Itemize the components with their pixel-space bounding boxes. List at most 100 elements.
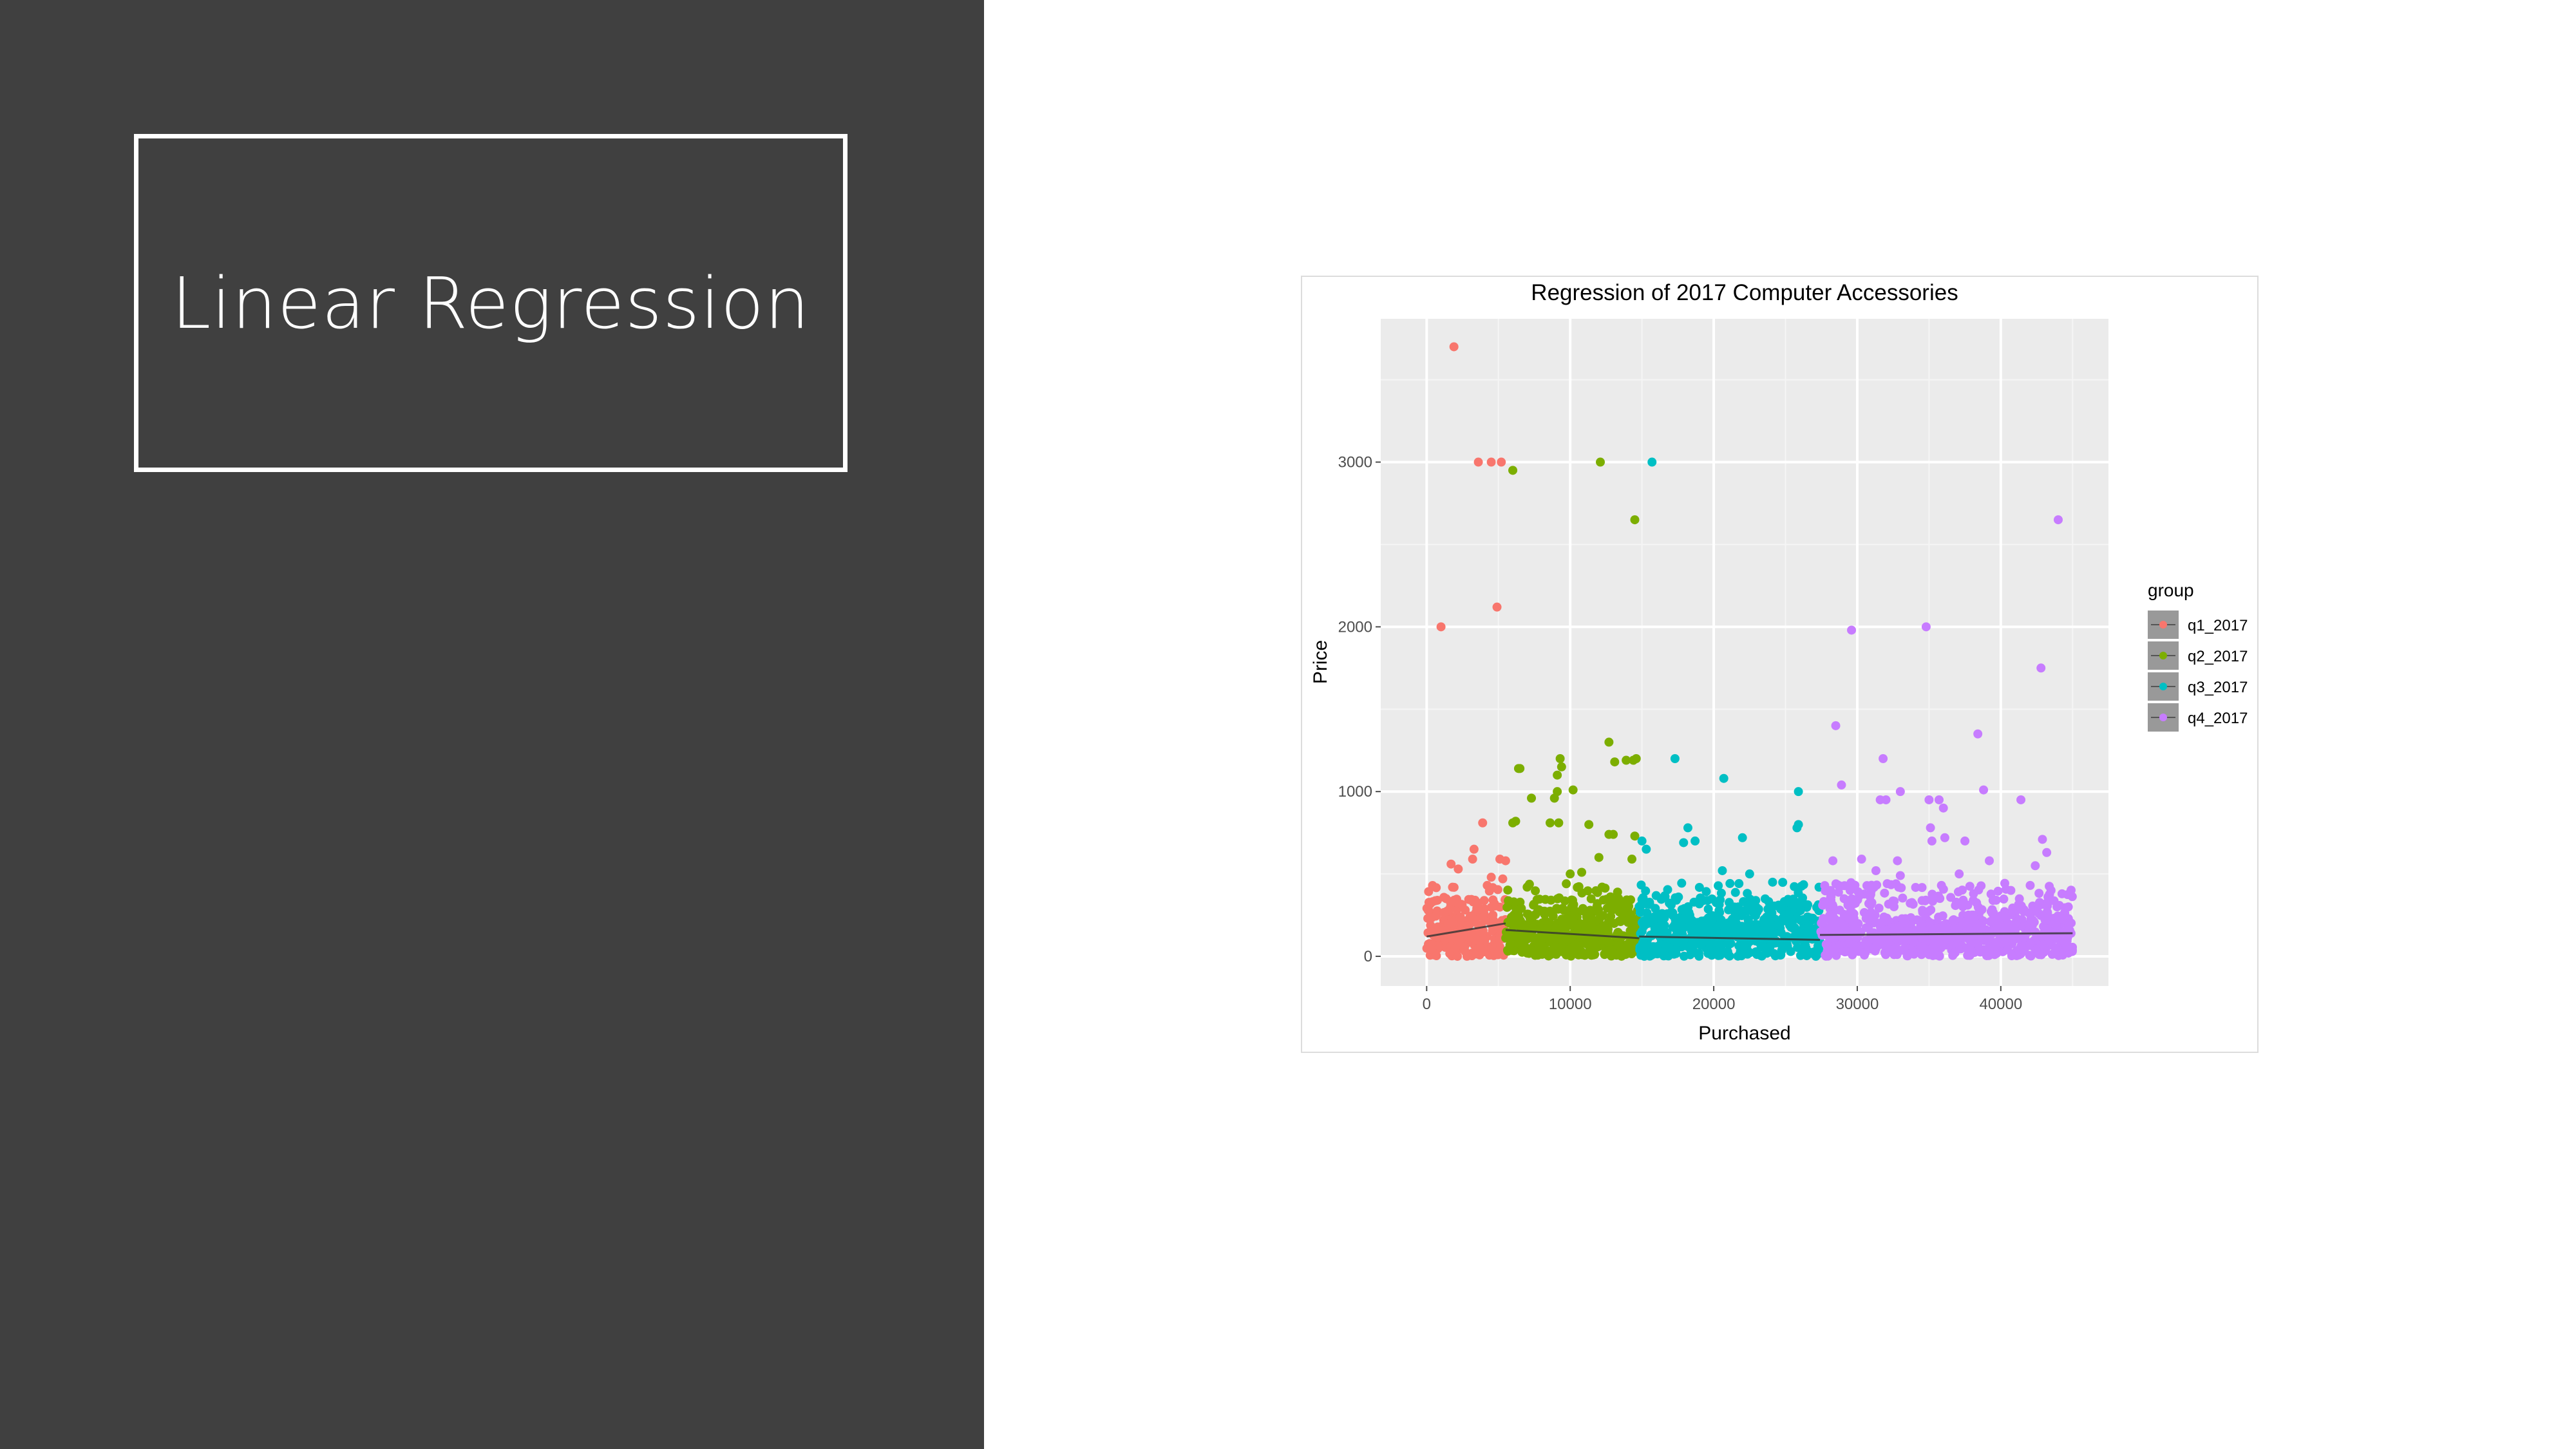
legend-item-q3_2017: q3_2017: [2148, 672, 2248, 701]
data-point: [1630, 831, 1640, 841]
data-point: [1973, 729, 1983, 739]
data-point: [1776, 904, 1786, 914]
data-point: [1616, 897, 1625, 907]
data-point: [1792, 823, 1802, 833]
data-point: [2043, 941, 2053, 951]
data-point: [1448, 933, 1458, 942]
data-point: [1501, 856, 1510, 866]
data-point: [1542, 933, 1551, 943]
chart-container: 0 10000 20000 30000 40000 0 1000 2000 3000 Regre…: [1301, 276, 2259, 1053]
data-point: [1960, 899, 1970, 909]
data-point: [1522, 882, 1532, 892]
data-point: [1716, 888, 1726, 898]
data-point: [1647, 457, 1657, 467]
data-point: [1642, 844, 1651, 854]
data-point: [2041, 915, 2051, 925]
data-point: [2034, 900, 2044, 910]
data-point: [1678, 940, 1688, 949]
data-point: [1566, 914, 1575, 924]
data-point: [1861, 947, 1870, 957]
data-point: [1694, 899, 1704, 909]
fit-line-q3_2017: [1639, 935, 1821, 941]
data-point: [1534, 905, 1544, 914]
data-point: [1484, 886, 1494, 896]
data-point: [2034, 950, 2044, 960]
data-point: [1864, 899, 1873, 909]
data-point: [1988, 896, 1998, 905]
data-point: [1479, 934, 1488, 943]
data-point: [1577, 867, 1587, 877]
data-point: [1448, 916, 1458, 926]
data-point: [1913, 915, 1923, 925]
data-point: [1715, 907, 1725, 917]
data-point: [1610, 757, 1620, 767]
data-point: [1690, 948, 1700, 958]
legend: group q1_2017 q2_2017 q3_2017 q4_2017: [2148, 580, 2248, 732]
data-point: [1574, 882, 1584, 891]
data-point: [1906, 898, 1915, 908]
legend-key-point: [2159, 652, 2167, 659]
x-tick-label: 10000: [1549, 996, 1592, 1013]
data-point: [1690, 836, 1700, 846]
data-point: [1723, 947, 1732, 956]
data-point: [1506, 913, 1516, 922]
data-point: [1764, 903, 1774, 913]
data-point: [1835, 905, 1844, 915]
data-point: [1960, 836, 1970, 846]
data-point: [1964, 934, 1973, 944]
data-point: [2061, 942, 2071, 951]
data-point: [1531, 933, 1540, 943]
data-point: [1902, 920, 1911, 929]
data-point: [1544, 918, 1553, 927]
data-point: [2016, 941, 2026, 951]
data-point: [1674, 892, 1683, 902]
data-point: [1660, 921, 1669, 931]
data-point: [1494, 922, 1504, 931]
legend-item-q1_2017: q1_2017: [2148, 611, 2248, 639]
data-point: [1925, 918, 1935, 927]
data-point: [1841, 925, 1850, 934]
data-point: [1604, 937, 1613, 947]
data-point: [1663, 885, 1672, 895]
data-point: [1794, 787, 1803, 797]
data-point: [1745, 869, 1754, 879]
data-point: [1460, 947, 1470, 956]
data-point: [1504, 896, 1513, 905]
x-tick-label: 30000: [1836, 996, 1879, 1013]
data-point: [1894, 882, 1904, 892]
data-point: [1749, 908, 1759, 918]
data-point: [1450, 897, 1459, 907]
data-point: [1874, 904, 1884, 913]
data-point: [1965, 951, 1975, 960]
data-point: [1670, 753, 1680, 763]
data-point: [1637, 836, 1647, 846]
data-point: [1730, 887, 1740, 897]
data-point: [1814, 947, 1823, 956]
data-point: [1553, 787, 1562, 797]
data-point: [2007, 936, 2017, 945]
fit-line-q2_2017: [1505, 929, 1640, 940]
data-point: [1979, 785, 1989, 795]
data-point: [1604, 737, 1614, 747]
data-point: [1488, 895, 1498, 905]
data-point: [1937, 880, 1946, 890]
data-point: [1487, 942, 1497, 951]
data-point: [1917, 950, 1926, 960]
data-point: [1668, 922, 1678, 932]
data-point: [1637, 895, 1647, 904]
data-point: [1596, 457, 1605, 467]
data-point: [1886, 880, 1896, 889]
data-point: [1608, 903, 1618, 913]
data-point: [1915, 931, 1925, 940]
data-point: [1714, 900, 1724, 909]
data-point: [1597, 882, 1607, 892]
y-tick-label: 0: [1364, 948, 1372, 965]
data-point: [1826, 892, 1835, 902]
data-point: [1935, 795, 1944, 804]
data-point: [1714, 881, 1723, 891]
data-point: [1928, 896, 1938, 906]
data-point: [2046, 886, 2056, 895]
data-point: [1847, 625, 1857, 635]
legend-item-q4_2017: q4_2017: [2148, 703, 2248, 732]
data-point: [1908, 948, 1918, 958]
